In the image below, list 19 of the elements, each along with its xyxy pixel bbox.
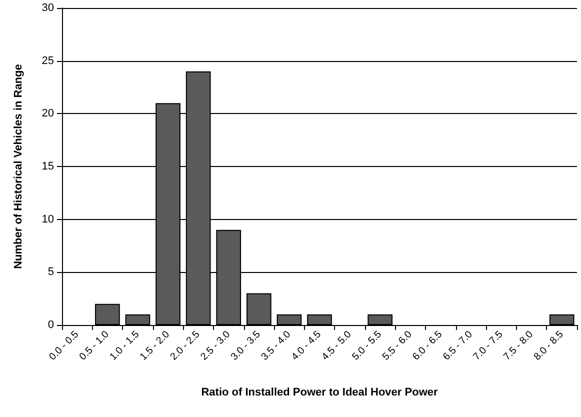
y-tick-label: 15 bbox=[42, 160, 54, 172]
x-tick-label: 8.0 - 8.5 bbox=[532, 328, 566, 363]
y-tick-label: 0 bbox=[48, 319, 54, 331]
bar bbox=[246, 293, 272, 325]
bar bbox=[307, 314, 332, 325]
y-tick-label: 25 bbox=[42, 54, 54, 67]
bar bbox=[125, 314, 150, 325]
y-tick-label: 20 bbox=[42, 108, 54, 120]
y-tick-label: 5 bbox=[48, 266, 54, 278]
x-tick-label: 1.0 - 1.5 bbox=[108, 328, 142, 363]
bar bbox=[95, 304, 120, 325]
bar bbox=[276, 314, 302, 325]
x-tick-label: 6.0 - 6.5 bbox=[410, 328, 445, 363]
bar bbox=[549, 314, 574, 325]
bar bbox=[368, 314, 393, 325]
y-tick-label: 30 bbox=[42, 2, 54, 14]
y-tick-label: 10 bbox=[42, 213, 54, 226]
x-axis-title: Ratio of Installed Power to Ideal Hover Power bbox=[201, 386, 438, 398]
y-axis-title: Number of Historical Vehicles in Range bbox=[12, 64, 24, 269]
